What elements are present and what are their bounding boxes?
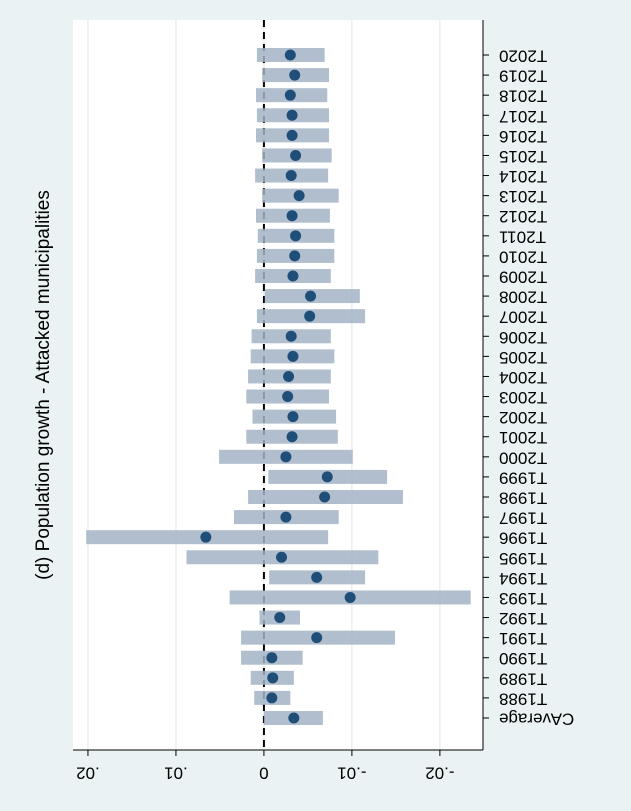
x-tick-label: -.02 (425, 764, 454, 783)
y-tick-label: T2010 (499, 247, 547, 266)
y-tick-label: T1990 (499, 649, 547, 668)
y-tick-label: T2017 (499, 107, 547, 126)
y-tick-label: T2019 (499, 67, 547, 86)
point (274, 612, 286, 624)
point (286, 129, 298, 141)
y-tick-label: T2009 (499, 268, 547, 287)
point (283, 370, 295, 382)
y-tick-label: T2003 (499, 388, 547, 407)
point (286, 109, 298, 121)
y-tick-label: T1989 (499, 669, 547, 688)
point (288, 712, 300, 724)
point (285, 170, 297, 182)
point (286, 431, 298, 443)
y-tick-label: T1998 (499, 489, 547, 508)
y-tick-label: T2006 (499, 328, 547, 347)
point (304, 310, 316, 322)
point (280, 451, 292, 463)
y-tick-label: T2007 (499, 308, 547, 327)
point (200, 531, 212, 543)
y-tick-label: T2004 (499, 368, 547, 387)
y-tick-label: T2015 (499, 147, 547, 166)
y-tick-label: T1994 (499, 569, 547, 588)
y-tick-label: T2018 (499, 87, 547, 106)
y-tick-label: T2014 (499, 167, 547, 186)
y-tick-label: T2020 (499, 47, 547, 66)
point (284, 49, 296, 61)
y-tick-label: T2011 (499, 227, 546, 246)
y-tick-label: T2000 (499, 448, 547, 467)
y-tick-label: T1992 (499, 609, 547, 628)
point (276, 551, 288, 563)
x-tick-label: .01 (164, 764, 188, 783)
y-tick-label: T2016 (499, 127, 547, 146)
point (293, 190, 305, 202)
point (344, 591, 356, 603)
point (287, 350, 299, 362)
y-tick-label: T2002 (499, 408, 547, 427)
point (311, 571, 323, 583)
y-tick-label: T1996 (499, 529, 547, 548)
y-tick-label: T2005 (499, 348, 547, 367)
y-tick-label: T1993 (499, 589, 547, 608)
y-tick-label: T1988 (499, 689, 547, 708)
point (284, 89, 296, 101)
y-tick-label: T1991 (499, 629, 547, 648)
point (319, 491, 331, 503)
point (285, 330, 297, 342)
point (287, 411, 299, 423)
y-tick-label: T1997 (499, 509, 547, 528)
point (287, 270, 299, 282)
x-tick-label: .02 (76, 764, 100, 783)
point (286, 210, 298, 222)
point (267, 672, 279, 684)
point (305, 290, 317, 302)
point (266, 692, 278, 704)
y-tick-label: T2012 (499, 207, 547, 226)
point (321, 471, 333, 483)
y-tick-label: T2001 (499, 428, 547, 447)
point (289, 250, 301, 262)
point (290, 230, 302, 242)
point (290, 149, 302, 161)
y-tick-label: CAverage (499, 710, 574, 729)
y-tick-label: T2008 (499, 288, 547, 307)
y-tick-label: T2013 (499, 187, 547, 206)
point (289, 69, 301, 81)
point (311, 632, 323, 644)
chart-title: (d) Population growth - Attacked municip… (33, 190, 54, 580)
x-tick-label: -.01 (337, 764, 366, 783)
point (266, 652, 278, 664)
point (280, 511, 292, 523)
point (282, 391, 294, 403)
x-tick-label: 0 (259, 764, 268, 783)
y-tick-label: T1995 (499, 549, 547, 568)
y-tick-label: T1999 (499, 468, 547, 487)
